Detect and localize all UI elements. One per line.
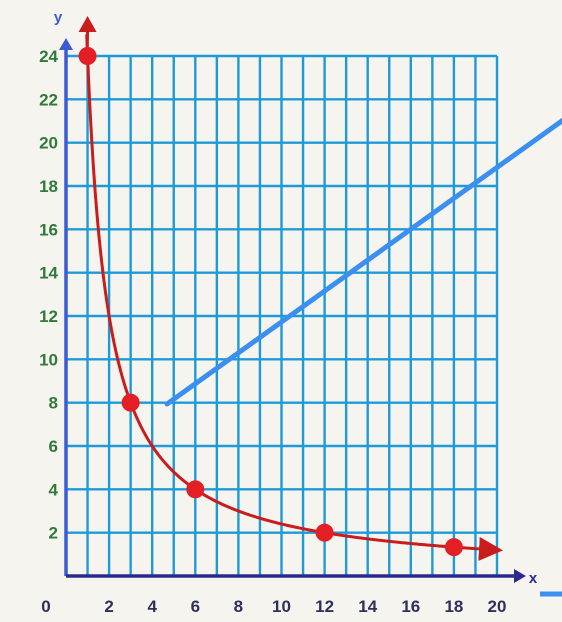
y-tick-label: 12 (39, 307, 58, 326)
x-tick-label: 20 (488, 597, 507, 616)
y-axis-arrow (59, 38, 73, 50)
y-tick-label: 14 (39, 264, 58, 283)
data-point (78, 47, 97, 65)
data-point (121, 393, 140, 412)
y-tick-label: 20 (39, 134, 58, 153)
x-tick-label: 4 (147, 597, 157, 616)
y-axis-name: y (54, 9, 63, 26)
x-tick-label: 10 (272, 597, 291, 616)
data-point (315, 523, 334, 542)
axes: yx (54, 9, 538, 587)
y-tick-label: 18 (39, 177, 58, 196)
x-tick-label: 8 (234, 597, 243, 616)
x-tick-label: 18 (444, 597, 463, 616)
x-tick-label-origin: 0 (41, 597, 50, 616)
pointer-lines (164, 117, 562, 597)
data-point (444, 538, 463, 557)
y-tick-label: 10 (39, 350, 58, 369)
x-tick-label: 14 (358, 597, 377, 616)
x-axis-arrow (514, 569, 526, 583)
y-tick-label: 8 (49, 394, 58, 413)
y-tick-label: 22 (39, 90, 58, 109)
y-tick-label: 4 (49, 480, 59, 499)
x-tick-label: 12 (315, 597, 334, 616)
grid-lines (66, 54, 499, 576)
y-tick-label: 2 (49, 524, 58, 543)
y-tick-label: 16 (39, 220, 58, 239)
curve-line (85, 34, 503, 561)
x-tick-label: 16 (401, 597, 420, 616)
x-tick-label: 2 (104, 597, 113, 616)
x-tick-label: 6 (191, 597, 200, 616)
data-points (78, 47, 463, 557)
curve-top-arrow (78, 16, 97, 32)
data-point (186, 480, 205, 499)
y-tick-label: 24 (39, 47, 58, 66)
x-axis-name: x (529, 570, 538, 587)
pointer-line-diagonal (164, 117, 562, 407)
y-tick-label: 6 (49, 437, 58, 456)
